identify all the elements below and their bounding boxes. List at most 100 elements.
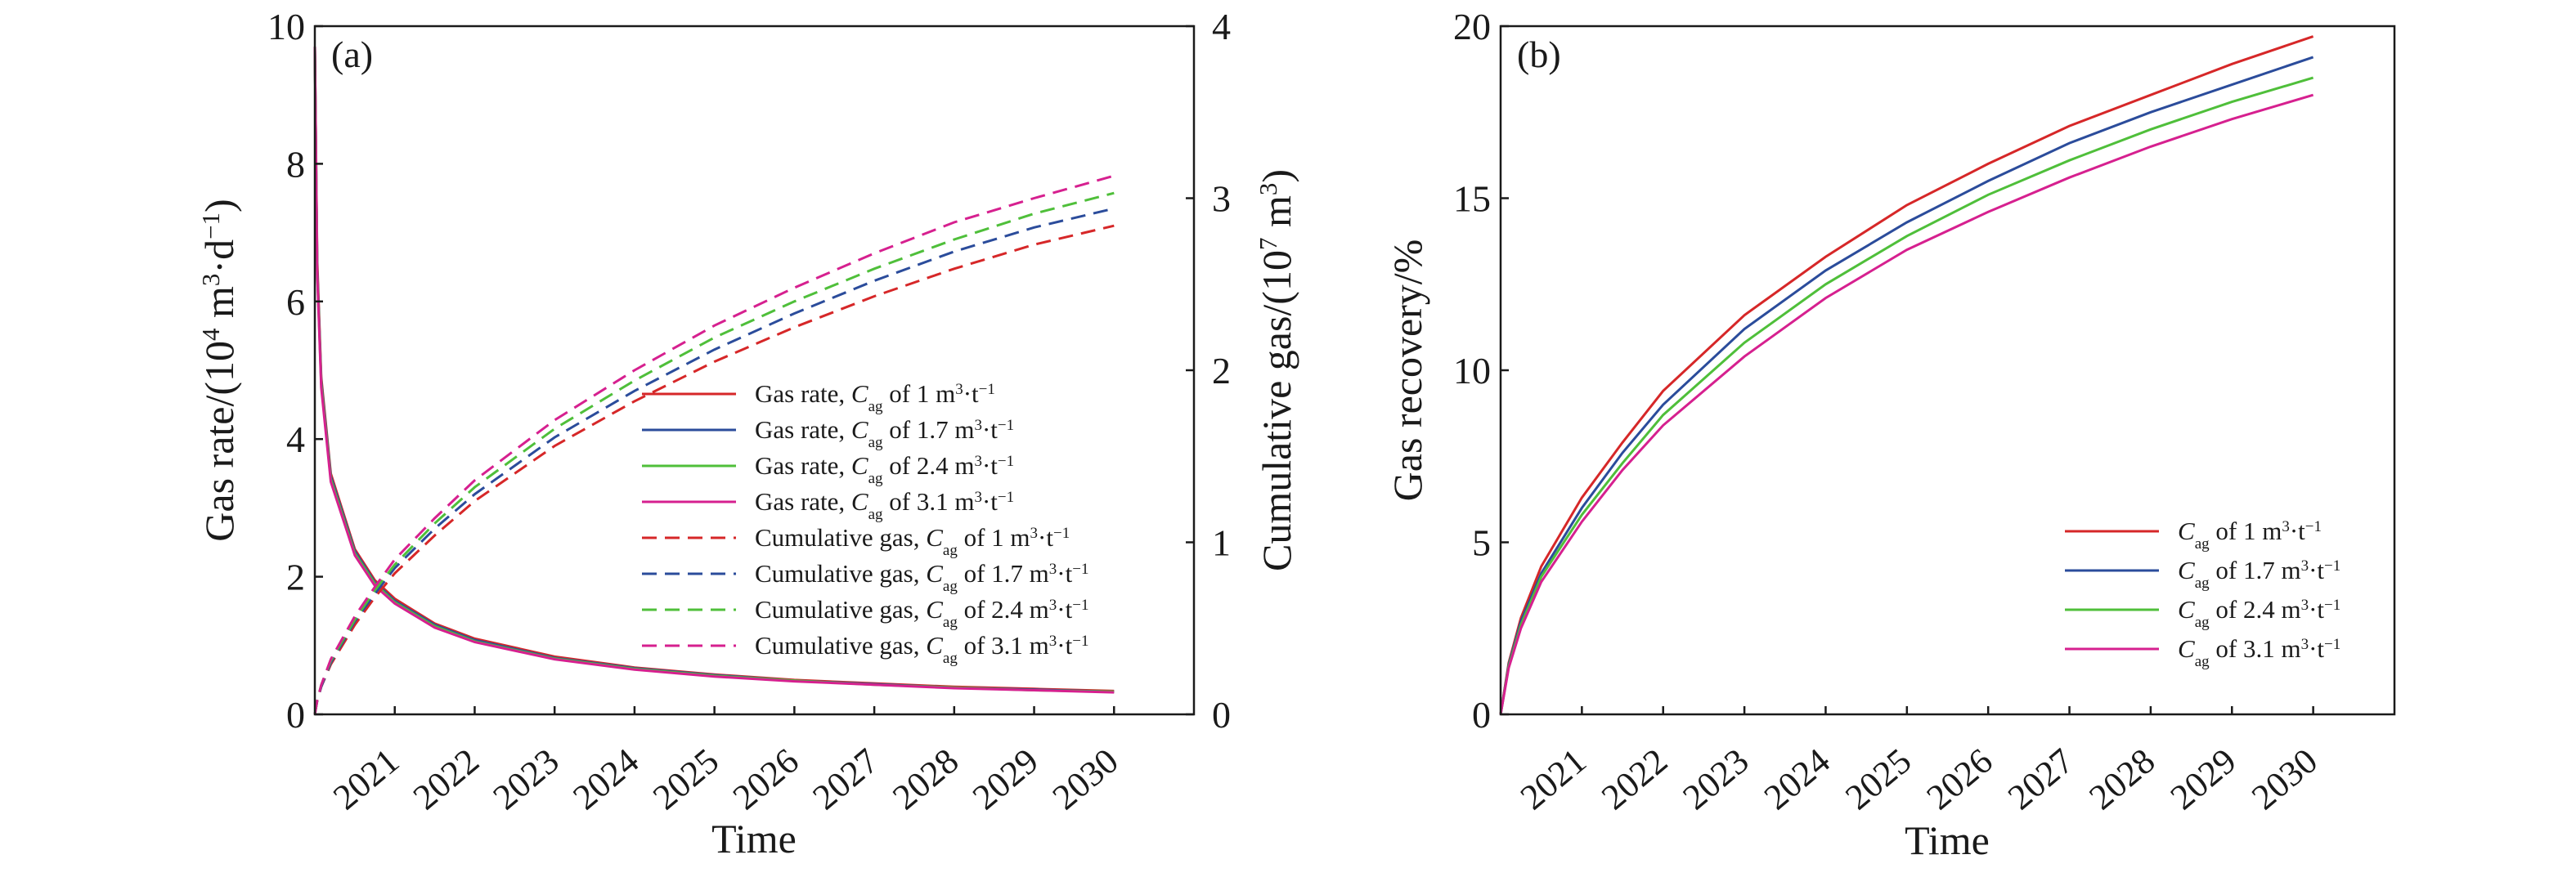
panel-a-y-tick-label-right: 2	[1212, 350, 1231, 392]
panel-a-y-tick-label-left: 0	[286, 694, 305, 736]
label-part: −1	[2305, 518, 2322, 535]
label-part: of 3.1 m	[958, 631, 1049, 660]
label-part: Gas rate/(10	[196, 341, 242, 542]
label-part: ag	[2195, 653, 2210, 670]
label-part: C	[926, 595, 943, 624]
label-part: 7	[1254, 238, 1282, 251]
label-part: 3	[1049, 597, 1057, 614]
label-part: C	[2178, 595, 2195, 624]
panel-a-y-tick-label-right: 1	[1212, 522, 1231, 564]
panel-a-y-tick-label-right: 0	[1212, 694, 1231, 736]
label-part: of 3.1 m	[2210, 634, 2301, 663]
panel-b-label: (b)	[1517, 34, 1561, 75]
label-part: C	[851, 379, 868, 408]
panel-b-series-line-2	[1499, 76, 2314, 715]
label-part: of 3.1 m	[883, 487, 975, 516]
panel-b-series-line-3	[1499, 93, 2314, 715]
label-part: −1	[2324, 597, 2340, 614]
label-part: 3	[1254, 183, 1282, 196]
label-part: 3	[974, 417, 982, 434]
panel-a-y-tick-label-left: 8	[286, 143, 305, 185]
panel-b-y-axis-label: Gas recovery/%	[1384, 239, 1430, 502]
panel-a-legend-label: Gas rate, Cag of 2.4 m3·t−1	[755, 451, 1014, 487]
label-part: ·t	[2290, 517, 2305, 545]
label-part: 3	[2301, 636, 2309, 653]
label-part: 4	[196, 328, 225, 341]
label-part: −1	[1072, 597, 1088, 614]
panel-a-series-line-7	[313, 174, 1115, 715]
label-part: Gas rate,	[755, 451, 851, 480]
label-part: −1	[1072, 633, 1088, 650]
label-part: of 1 m	[958, 523, 1030, 552]
panel-a-y-tick-label-left: 6	[286, 281, 305, 323]
label-part: ag	[943, 614, 958, 631]
panel-b-y-tick-label: 20	[1453, 6, 1491, 47]
label-part: 3	[974, 453, 982, 470]
panel-b-series-line-1	[1499, 56, 2314, 715]
label-part: of 1.7 m	[2210, 556, 2301, 584]
panel-a-y-tick-label-left: 10	[267, 6, 305, 47]
label-part: ·t	[1057, 595, 1072, 624]
label-part: C	[851, 415, 868, 444]
label-part: ag	[2195, 535, 2210, 553]
panel-a-legend-label: Gas rate, Cag of 1 m3·t−1	[755, 379, 995, 415]
label-part: −1	[1053, 525, 1070, 542]
label-part: of 1 m	[883, 379, 956, 408]
label-part: of 1 m	[2210, 517, 2282, 545]
label-part: C	[2178, 634, 2195, 663]
label-part: 3	[2301, 597, 2309, 614]
label-part: 3	[2301, 557, 2309, 575]
label-part: ag	[868, 434, 883, 451]
label-part: 3	[1030, 525, 1039, 542]
panel-b-y-tick-label: 0	[1472, 694, 1491, 736]
label-part: ·t	[1057, 631, 1072, 660]
panel-a-legend-label: Cumulative gas, Cag of 3.1 m3·t−1	[755, 631, 1088, 667]
label-part: −1	[2324, 636, 2340, 653]
label-part: −1	[998, 489, 1014, 506]
label-part: Cumulative gas,	[755, 631, 926, 660]
label-part: C	[926, 631, 943, 660]
label-part: 3	[955, 381, 963, 398]
panel-a-frame	[313, 25, 1196, 716]
panel-b-frame	[1499, 25, 2396, 716]
label-part: 3	[196, 274, 225, 287]
label-part: of 2.4 m	[2210, 595, 2301, 624]
label-part: ag	[868, 506, 883, 523]
panel-b-series-line-0	[1499, 35, 2314, 715]
label-part: Cumulative gas,	[755, 523, 926, 552]
panel-a-legend-label: Cumulative gas, Cag of 1.7 m3·t−1	[755, 559, 1088, 595]
label-part: )	[1254, 169, 1299, 183]
panel-a-label: (a)	[331, 34, 373, 75]
panel-a-y-tick-label-right: 3	[1212, 178, 1231, 220]
label-part: )	[196, 199, 242, 213]
label-part: ag	[868, 398, 883, 415]
panel-a-legend-label: Gas rate, Cag of 1.7 m3·t−1	[755, 415, 1014, 451]
panel-b-legend-label: Cag of 1 m3·t−1	[2178, 517, 2322, 553]
panel-b: 2021 2022 2023 2024 2025 2026 2027 2028 2029 2030…	[1384, 6, 2396, 863]
label-part: Cumulative gas,	[755, 595, 926, 624]
panel-a-series-line-3	[313, 47, 1115, 694]
panel-a-legend-label: Cumulative gas, Cag of 2.4 m3·t−1	[755, 595, 1088, 631]
label-part: ag	[2195, 614, 2210, 631]
panel-a-legend-label: Cumulative gas, Cag of 1 m3·t−1	[755, 523, 1070, 559]
label-part: ·d	[196, 239, 242, 274]
label-part: ·t	[982, 487, 998, 516]
label-part: −1	[2324, 557, 2340, 575]
label-part: ·t	[1038, 523, 1053, 552]
panel-a-y-tick-label-left: 2	[286, 557, 305, 598]
label-part: Cumulative gas,	[755, 559, 926, 588]
label-part: ag	[943, 578, 958, 595]
label-part: Gas rate,	[755, 379, 851, 408]
label-part: ·t	[2309, 556, 2324, 584]
panel-b-y-tick-label: 15	[1453, 178, 1491, 220]
panel-a-legend-label: Gas rate, Cag of 3.1 m3·t−1	[755, 487, 1014, 523]
label-part: ag	[943, 650, 958, 667]
label-part: of 2.4 m	[958, 595, 1049, 624]
label-part: C	[926, 559, 943, 588]
panel-b-legend-label: Cag of 2.4 m3·t−1	[2178, 595, 2340, 631]
panel-b-legend-label: Cag of 3.1 m3·t−1	[2178, 634, 2340, 670]
panel-b-legend-label: Cag of 1.7 m3·t−1	[2178, 556, 2340, 592]
label-part: C	[926, 523, 943, 552]
